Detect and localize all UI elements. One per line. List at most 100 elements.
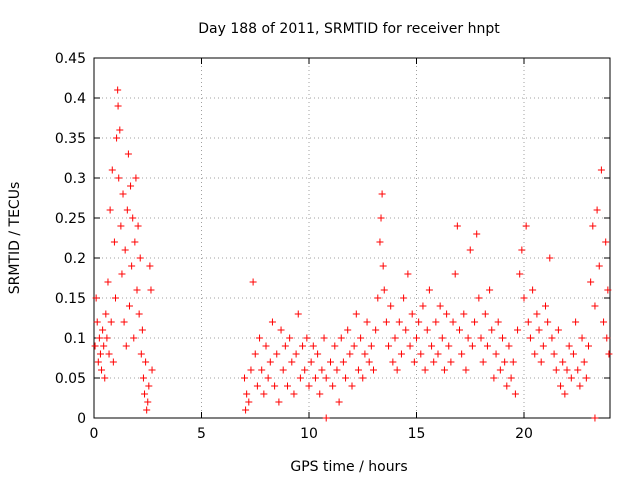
data-point [290,390,298,398]
data-point [572,318,580,326]
y-tick-label: 0.05 [55,371,86,387]
data-point [134,222,142,230]
data-point [128,262,136,270]
data-point [335,398,343,406]
data-point [113,134,121,142]
data-point [533,310,541,318]
data-point [247,366,255,374]
data-point [544,318,552,326]
data-point [419,302,427,310]
data-point [103,334,111,342]
y-tick-label: 0.45 [55,51,86,67]
data-point [404,270,412,278]
data-point [587,278,595,286]
data-point [537,358,545,366]
data-point [539,342,547,350]
data-point [378,190,386,198]
data-point [108,166,116,174]
y-tick-label: 0.1 [64,331,86,347]
data-point [377,214,385,222]
data-point [496,366,504,374]
data-point [458,350,466,358]
data-point [105,350,113,358]
y-tick-label: 0 [77,411,86,427]
data-point [342,374,350,382]
x-tick-label: 10 [300,426,318,442]
data-point [99,326,107,334]
data-point [488,326,496,334]
data-point [546,254,554,262]
data-point [421,366,429,374]
data-point [382,318,390,326]
y-tick-label: 0.4 [64,91,86,107]
data-point [425,286,433,294]
data-point [415,318,423,326]
x-tick-label: 20 [515,426,533,442]
data-point [389,358,397,366]
data-point [359,374,367,382]
data-point [365,358,373,366]
data-point [514,326,522,334]
data-point [95,334,103,342]
data-point [413,334,420,342]
data-point [125,302,133,310]
data-point [322,374,330,382]
data-point [603,334,611,342]
data-point [296,374,304,382]
data-point [273,350,281,358]
data-point [329,382,337,390]
data-point [445,342,453,350]
data-point [331,342,339,350]
data-point [142,358,150,366]
data-point [410,358,418,366]
data-point [286,334,294,342]
data-point [110,238,118,246]
data-point [294,310,302,318]
data-point [129,214,137,222]
data-point [499,334,506,342]
data-point [600,318,608,326]
data-point [593,206,601,214]
x-tick-label: 15 [408,426,426,442]
data-point [423,326,431,334]
data-point [253,382,261,390]
data-point [456,326,463,334]
data-point [529,286,537,294]
data-point [406,342,414,350]
data-point [350,342,358,350]
data-point [505,342,513,350]
data-point [597,166,605,174]
y-tick-label: 0.15 [55,291,86,307]
data-point [552,366,560,374]
data-point [591,302,599,310]
data-point [385,342,393,350]
data-point [106,206,114,214]
data-point [363,318,371,326]
data-point [475,294,483,302]
data-point [466,246,474,254]
data-point [430,358,438,366]
data-point [307,358,315,366]
data-point [379,262,387,270]
data-point [102,310,110,318]
data-point [135,310,143,318]
data-point [124,150,132,158]
data-point [393,366,401,374]
data-point [357,334,365,342]
data-point [535,326,543,334]
data-point [557,382,565,390]
data-point [436,302,444,310]
data-point [483,342,491,350]
data-point [501,358,509,366]
data-point [275,398,283,406]
data-point [481,310,489,318]
data-point [443,310,451,318]
data-point [243,390,251,398]
data-point [288,358,296,366]
data-point [100,342,108,350]
data-point [451,270,459,278]
data-point [440,366,448,374]
data-point [464,334,472,342]
data-point [146,262,154,270]
